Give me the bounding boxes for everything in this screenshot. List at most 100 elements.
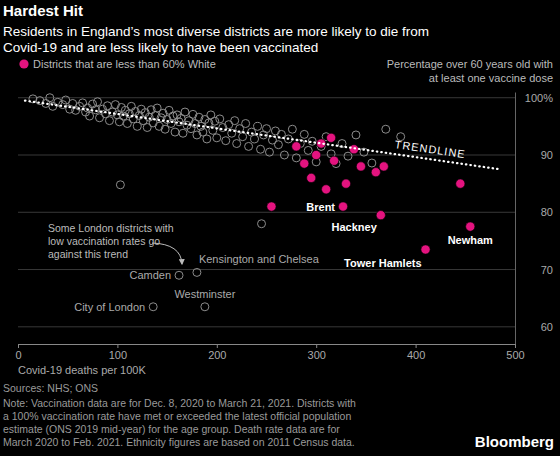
grid-line bbox=[18, 212, 515, 213]
point-label: Kensington and Chelsea bbox=[199, 253, 320, 265]
x-tick-label: 400 bbox=[407, 349, 425, 361]
grid-line bbox=[18, 269, 515, 270]
point bbox=[258, 220, 266, 228]
point bbox=[292, 154, 300, 162]
x-tick-label: 300 bbox=[308, 349, 326, 361]
point bbox=[79, 99, 87, 107]
point bbox=[225, 121, 233, 129]
point bbox=[338, 202, 347, 211]
x-tick-mark bbox=[416, 344, 417, 348]
point bbox=[181, 108, 189, 116]
legend: Districts that are less than 60% White bbox=[19, 58, 215, 70]
y-axis-title: Percentage over 60 years old with bbox=[387, 58, 553, 70]
trendline-label: TRENDLINE bbox=[394, 138, 466, 160]
x-tick: 100 bbox=[109, 344, 127, 361]
point bbox=[322, 185, 331, 194]
point-label: Tower Hamlets bbox=[344, 257, 421, 269]
note: Note: Vaccination data are for Dec. 8, 2… bbox=[3, 397, 356, 409]
point bbox=[84, 104, 92, 112]
note: March 2020 to Feb. 2021. Ethnicity figur… bbox=[3, 436, 355, 448]
legend-label: Districts that are less than 60% White bbox=[33, 58, 216, 70]
point bbox=[201, 303, 209, 311]
y-tick: 100% bbox=[515, 92, 553, 104]
grid bbox=[18, 98, 515, 327]
y-tick-label: 100% bbox=[525, 92, 553, 104]
point bbox=[368, 159, 376, 167]
logo: Bloomberg bbox=[475, 433, 554, 450]
point bbox=[263, 125, 271, 133]
note: a 100% vaccination rate have met or exce… bbox=[3, 410, 351, 422]
x-tick-mark bbox=[18, 344, 19, 348]
x-tick: 200 bbox=[208, 344, 226, 361]
point bbox=[349, 145, 358, 154]
point bbox=[312, 150, 321, 159]
point bbox=[300, 159, 309, 168]
point bbox=[94, 98, 102, 106]
grid-line bbox=[18, 97, 515, 98]
grid-line bbox=[18, 326, 515, 327]
point bbox=[307, 173, 316, 182]
point bbox=[356, 162, 365, 171]
x-tick: 500 bbox=[506, 344, 524, 361]
point bbox=[267, 202, 276, 211]
point bbox=[254, 122, 262, 130]
x-tick-label: 200 bbox=[208, 349, 226, 361]
x-axis-title: Covid-19 deaths per 100K bbox=[18, 364, 146, 376]
point bbox=[421, 245, 430, 254]
point-label: Westminster bbox=[174, 288, 235, 300]
point bbox=[341, 179, 350, 188]
trendline bbox=[25, 101, 500, 170]
y-tick-label: 80 bbox=[541, 206, 553, 218]
point bbox=[352, 131, 360, 139]
point bbox=[245, 142, 253, 150]
point bbox=[203, 135, 211, 143]
point bbox=[127, 102, 135, 110]
point bbox=[382, 125, 390, 133]
annotation-arrow bbox=[152, 243, 182, 264]
title: Hardest Hit bbox=[3, 2, 83, 19]
point bbox=[265, 148, 273, 156]
x-axis-line bbox=[19, 344, 516, 345]
point-label: Hackney bbox=[332, 221, 378, 233]
point bbox=[242, 120, 250, 128]
y-tick: 70 bbox=[515, 264, 553, 276]
point bbox=[271, 127, 279, 135]
subtitle: Residents in England’s most diverse dist… bbox=[3, 24, 429, 39]
point bbox=[288, 125, 296, 133]
point bbox=[257, 145, 265, 153]
point bbox=[149, 303, 157, 311]
y-axis-title: at least one vaccine dose bbox=[429, 72, 553, 84]
point bbox=[116, 181, 124, 189]
point bbox=[165, 106, 173, 114]
point bbox=[274, 141, 282, 149]
point-label: Newham bbox=[448, 234, 493, 246]
x-tick-label: 0 bbox=[15, 349, 21, 361]
x-tick: 0 bbox=[15, 344, 21, 361]
y-tick: 60 bbox=[515, 321, 553, 333]
point bbox=[466, 222, 475, 231]
point bbox=[171, 128, 179, 136]
point bbox=[344, 152, 352, 160]
point bbox=[86, 112, 94, 120]
point bbox=[105, 117, 113, 125]
point bbox=[49, 102, 57, 110]
subtitle: Covid-19 and are less likely to have bee… bbox=[3, 40, 318, 55]
point bbox=[96, 114, 104, 122]
point bbox=[179, 129, 187, 137]
point bbox=[300, 130, 308, 138]
point bbox=[211, 117, 219, 125]
point bbox=[292, 142, 301, 151]
point bbox=[371, 168, 380, 177]
note: estimate (ONS 2019 mid-year) for the age… bbox=[3, 423, 340, 435]
point-label: Camden bbox=[129, 269, 171, 281]
point bbox=[231, 117, 239, 125]
y-tick-label: 70 bbox=[541, 264, 553, 276]
point bbox=[115, 118, 123, 126]
point bbox=[216, 115, 224, 123]
y-tick-label: 90 bbox=[541, 149, 553, 161]
y-tick: 90 bbox=[515, 149, 553, 161]
point bbox=[379, 162, 388, 171]
chart-root: Hardest Hit Residents in England’s most d… bbox=[0, 0, 560, 456]
point bbox=[280, 151, 288, 159]
x-tick-mark bbox=[316, 344, 317, 348]
